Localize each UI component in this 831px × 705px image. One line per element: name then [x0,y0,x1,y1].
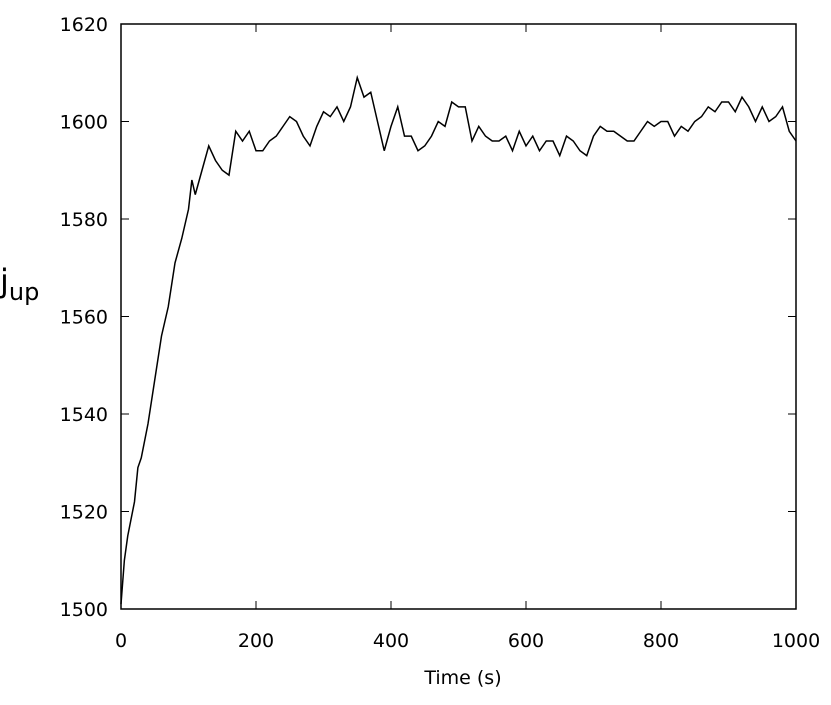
y-label-main: j [0,262,9,300]
y-tick-label: 1520 [60,502,108,524]
y-tick-label: 1580 [60,209,108,231]
x-tick-label: 1000 [772,630,820,652]
plot-frame [120,23,797,610]
x-axis-label: Time (s) [423,667,501,689]
y-tick-label: 1560 [60,307,108,329]
y-tick-label: 1500 [60,599,108,621]
x-tick-label: 200 [238,630,274,652]
y-tick-label: 1600 [60,112,108,134]
y-tick-label: 1540 [60,404,108,426]
x-tick-label: 600 [508,630,544,652]
y-label-sub: up [9,278,39,306]
x-tick-label: 0 [115,630,127,652]
y-tick-label: 1620 [60,14,108,36]
y-axis-label: jup [0,262,39,306]
data-line [120,74,797,605]
x-tick-label: 400 [373,630,409,652]
x-tick-label: 800 [643,630,679,652]
